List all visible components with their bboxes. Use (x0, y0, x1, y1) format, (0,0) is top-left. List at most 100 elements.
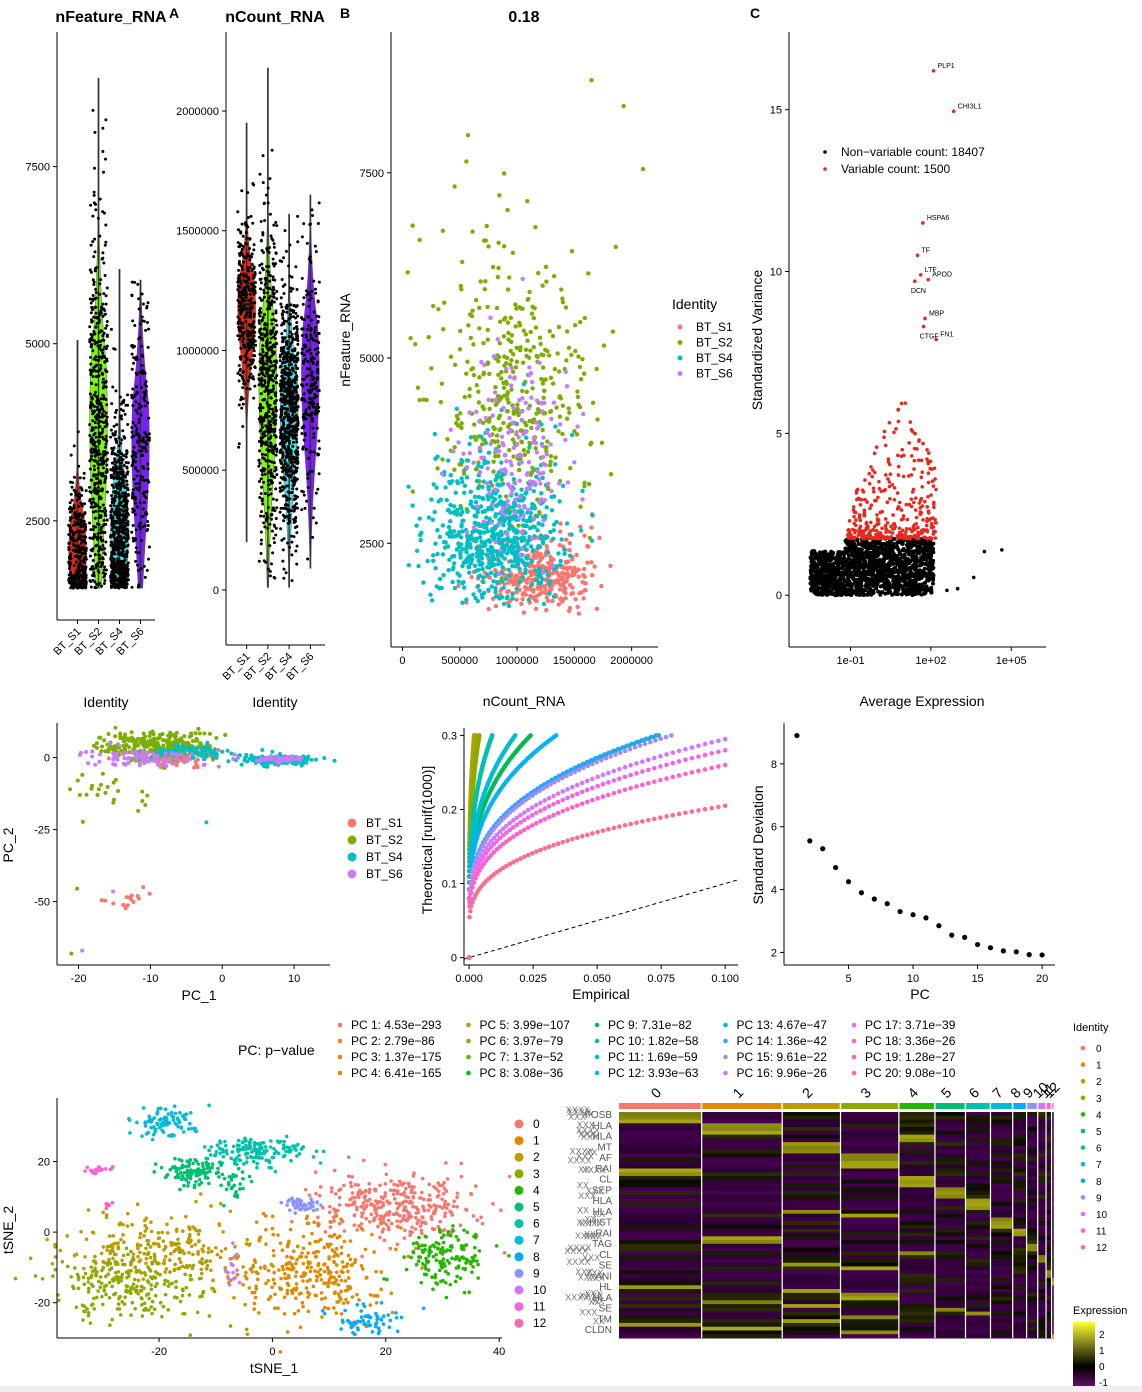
violin-point (316, 452, 320, 456)
violin-point (271, 262, 275, 266)
scatter-point-BT_S4 (508, 515, 513, 520)
violin-point (68, 567, 72, 571)
violin-point (305, 328, 309, 332)
violin-point (79, 541, 83, 545)
scatter-point-BT_S4 (447, 479, 452, 485)
violin-point (260, 248, 264, 252)
scatter-point-BT_S2 (534, 411, 539, 416)
violin-point (241, 234, 245, 238)
violin-point (253, 384, 257, 388)
scatter-point-BT_S1 (582, 533, 587, 538)
violin-point (312, 450, 316, 454)
violin-point (130, 530, 134, 534)
violin-point (121, 518, 125, 522)
violin-point (267, 270, 271, 274)
violin-point (291, 444, 295, 448)
violin-point (260, 336, 264, 340)
violin-point (143, 404, 147, 408)
violin-point (240, 298, 244, 302)
violin-point (258, 429, 262, 433)
violin-point (249, 362, 253, 366)
violin-point (248, 237, 252, 241)
violin-point (261, 233, 265, 237)
violin-point (261, 452, 265, 456)
violin-point (260, 485, 264, 489)
violin-point (89, 301, 93, 305)
violin-point (98, 292, 102, 296)
violin-point (132, 361, 136, 365)
violin-point (316, 388, 320, 392)
violin-point (124, 578, 128, 582)
scatter-point-BT_S6 (512, 376, 517, 381)
violin-point (116, 453, 120, 457)
violin-point (92, 464, 96, 468)
violin-point (290, 391, 294, 395)
violin-point (317, 409, 321, 413)
violin-point (123, 491, 127, 495)
violin-point (125, 479, 129, 483)
violin-point (83, 580, 87, 584)
violin-point (130, 343, 134, 347)
violin-point (282, 567, 286, 571)
scatter-point-BT_S4 (551, 494, 557, 499)
violin-point (268, 414, 272, 418)
scatter-point-BT_S4 (460, 518, 465, 524)
violin-point (259, 468, 263, 472)
violin-point (271, 551, 275, 555)
violin-point (275, 447, 279, 451)
violin-point (111, 385, 115, 389)
violin-point (268, 279, 272, 283)
panel-label-c: C (750, 5, 760, 21)
scatter-point-BT_S2 (410, 223, 415, 228)
violin-point (310, 208, 314, 212)
violin-point (73, 520, 77, 524)
scatter-point-BT_S4 (532, 524, 537, 530)
violin-point (140, 344, 144, 348)
violin-point (100, 489, 104, 493)
violin-point (301, 302, 305, 306)
scatter-point-BT_S2 (507, 447, 512, 453)
violin-point (246, 225, 250, 229)
violin-point (95, 582, 99, 586)
violin-point (104, 157, 108, 161)
scatter-point-BT_S1 (564, 560, 569, 565)
violin-point (267, 300, 271, 304)
scatter-point-BT_S4 (514, 586, 519, 592)
violin-point (131, 387, 135, 391)
violin-point (147, 327, 151, 331)
violin-point (98, 497, 102, 501)
violin-point (130, 496, 134, 500)
violin-point (115, 584, 119, 588)
violin-point (240, 289, 244, 293)
violin-point (92, 190, 96, 194)
scatter-point-BT_S2 (464, 159, 469, 164)
violin-point (98, 452, 102, 456)
violin-point (70, 485, 74, 489)
violin-point (302, 377, 306, 381)
violin-point (79, 501, 83, 505)
violin-point (307, 405, 311, 409)
violin-point (71, 531, 75, 535)
violin-point (240, 322, 244, 326)
scatter-point-BT_S4 (578, 528, 584, 533)
violin-point (93, 421, 97, 425)
violin-point (290, 490, 294, 494)
variable-features-xlabel: Average Expression (859, 693, 984, 709)
violin-point (266, 201, 270, 205)
scatter-point-BT_S2 (537, 510, 542, 515)
violin-point (272, 524, 276, 528)
violin-point (290, 380, 294, 384)
violin-point (110, 461, 114, 465)
scatter-point-BT_S2 (436, 306, 441, 312)
violin-point (113, 470, 117, 474)
scatter-point-BT_S2 (501, 244, 507, 249)
violin-point (274, 405, 278, 409)
violin-point (264, 277, 268, 281)
scatter-point-BT_S4 (474, 478, 480, 484)
violin-point (265, 369, 269, 373)
violin-point (266, 347, 270, 351)
scatter-point-BT_S1 (560, 575, 566, 581)
scatter-point-BT_S4 (480, 595, 485, 600)
violin-point (270, 388, 274, 392)
violin-point (104, 223, 108, 227)
